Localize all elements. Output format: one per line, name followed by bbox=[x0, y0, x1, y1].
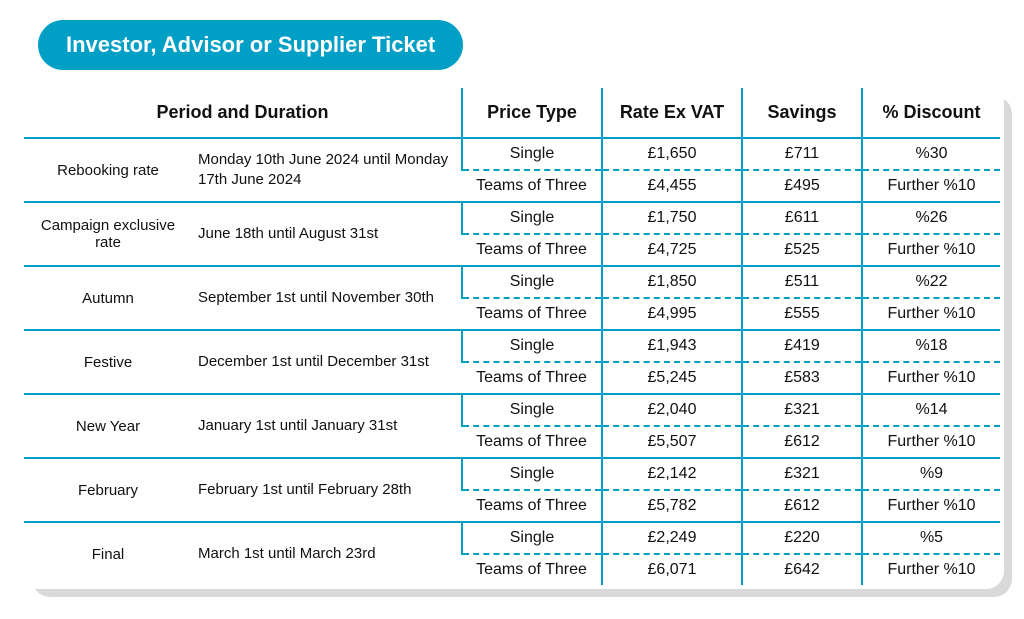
cell-savings: £612 bbox=[742, 426, 862, 458]
cell-discount: %9 bbox=[862, 458, 1002, 490]
cell-discount: Further %10 bbox=[862, 362, 1002, 394]
cell-price_type: Single bbox=[462, 138, 602, 170]
cell-savings: £642 bbox=[742, 554, 862, 587]
cell-rate: £1,943 bbox=[602, 330, 742, 362]
cell-price_type: Teams of Three bbox=[462, 170, 602, 202]
cell-price_type: Teams of Three bbox=[462, 234, 602, 266]
cell-discount: Further %10 bbox=[862, 170, 1002, 202]
cell-savings: £321 bbox=[742, 394, 862, 426]
cell-price_type: Teams of Three bbox=[462, 426, 602, 458]
cell-rate: £1,750 bbox=[602, 202, 742, 234]
table-row: FestiveDecember 1st until December 31stS… bbox=[22, 330, 1002, 362]
pricing-table-wrapper: Period and Duration Price Type Rate Ex V… bbox=[20, 84, 1004, 589]
period-label: New Year bbox=[22, 394, 192, 458]
cell-price_type: Single bbox=[462, 266, 602, 298]
cell-discount: %14 bbox=[862, 394, 1002, 426]
cell-rate: £1,850 bbox=[602, 266, 742, 298]
cell-rate: £4,455 bbox=[602, 170, 742, 202]
cell-price_type: Teams of Three bbox=[462, 362, 602, 394]
duration-label: February 1st until February 28th bbox=[192, 458, 462, 522]
cell-discount: Further %10 bbox=[862, 426, 1002, 458]
cell-discount: %5 bbox=[862, 522, 1002, 554]
period-label: February bbox=[22, 458, 192, 522]
cell-savings: £612 bbox=[742, 490, 862, 522]
table-header-row: Period and Duration Price Type Rate Ex V… bbox=[22, 86, 1002, 138]
col-discount: % Discount bbox=[862, 86, 1002, 138]
cell-savings: £711 bbox=[742, 138, 862, 170]
cell-discount: %18 bbox=[862, 330, 1002, 362]
cell-price_type: Teams of Three bbox=[462, 490, 602, 522]
cell-discount: Further %10 bbox=[862, 234, 1002, 266]
cell-price_type: Teams of Three bbox=[462, 298, 602, 330]
cell-savings: £611 bbox=[742, 202, 862, 234]
col-savings: Savings bbox=[742, 86, 862, 138]
duration-label: Monday 10th June 2024 until Monday 17th … bbox=[192, 138, 462, 202]
cell-savings: £321 bbox=[742, 458, 862, 490]
table-row: FebruaryFebruary 1st until February 28th… bbox=[22, 458, 1002, 490]
cell-discount: Further %10 bbox=[862, 490, 1002, 522]
cell-savings: £525 bbox=[742, 234, 862, 266]
cell-rate: £5,507 bbox=[602, 426, 742, 458]
table-row: FinalMarch 1st until March 23rdSingle£2,… bbox=[22, 522, 1002, 554]
duration-label: June 18th until August 31st bbox=[192, 202, 462, 266]
cell-price_type: Single bbox=[462, 394, 602, 426]
cell-rate: £5,245 bbox=[602, 362, 742, 394]
cell-savings: £220 bbox=[742, 522, 862, 554]
duration-label: January 1st until January 31st bbox=[192, 394, 462, 458]
table-row: Campaign exclusive rateJune 18th until A… bbox=[22, 202, 1002, 234]
col-price-type: Price Type bbox=[462, 86, 602, 138]
cell-savings: £583 bbox=[742, 362, 862, 394]
period-label: Festive bbox=[22, 330, 192, 394]
pricing-table: Period and Duration Price Type Rate Ex V… bbox=[20, 84, 1004, 589]
cell-rate: £2,040 bbox=[602, 394, 742, 426]
cell-rate: £1,650 bbox=[602, 138, 742, 170]
cell-rate: £4,725 bbox=[602, 234, 742, 266]
cell-price_type: Single bbox=[462, 522, 602, 554]
cell-rate: £5,782 bbox=[602, 490, 742, 522]
cell-discount: %22 bbox=[862, 266, 1002, 298]
cell-discount: Further %10 bbox=[862, 298, 1002, 330]
period-label: Autumn bbox=[22, 266, 192, 330]
cell-savings: £495 bbox=[742, 170, 862, 202]
duration-label: December 1st until December 31st bbox=[192, 330, 462, 394]
duration-label: September 1st until November 30th bbox=[192, 266, 462, 330]
cell-discount: Further %10 bbox=[862, 554, 1002, 587]
cell-price_type: Single bbox=[462, 458, 602, 490]
cell-discount: %26 bbox=[862, 202, 1002, 234]
cell-rate: £2,142 bbox=[602, 458, 742, 490]
table-row: Rebooking rateMonday 10th June 2024 unti… bbox=[22, 138, 1002, 170]
col-rate: Rate Ex VAT bbox=[602, 86, 742, 138]
cell-savings: £555 bbox=[742, 298, 862, 330]
table-row: New YearJanuary 1st until January 31stSi… bbox=[22, 394, 1002, 426]
cell-price_type: Single bbox=[462, 202, 602, 234]
cell-rate: £4,995 bbox=[602, 298, 742, 330]
period-label: Campaign exclusive rate bbox=[22, 202, 192, 266]
period-label: Rebooking rate bbox=[22, 138, 192, 202]
col-period-duration: Period and Duration bbox=[22, 86, 462, 138]
cell-price_type: Teams of Three bbox=[462, 554, 602, 587]
cell-savings: £511 bbox=[742, 266, 862, 298]
cell-rate: £6,071 bbox=[602, 554, 742, 587]
page-title: Investor, Advisor or Supplier Ticket bbox=[38, 20, 463, 70]
cell-discount: %30 bbox=[862, 138, 1002, 170]
table-row: AutumnSeptember 1st until November 30thS… bbox=[22, 266, 1002, 298]
cell-savings: £419 bbox=[742, 330, 862, 362]
cell-rate: £2,249 bbox=[602, 522, 742, 554]
cell-price_type: Single bbox=[462, 330, 602, 362]
